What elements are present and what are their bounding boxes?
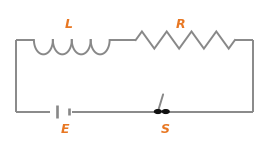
Text: E: E <box>61 123 69 136</box>
Text: S: S <box>161 123 170 136</box>
Circle shape <box>155 110 161 113</box>
Text: L: L <box>65 18 73 31</box>
Text: R: R <box>175 18 185 31</box>
Circle shape <box>162 110 169 113</box>
